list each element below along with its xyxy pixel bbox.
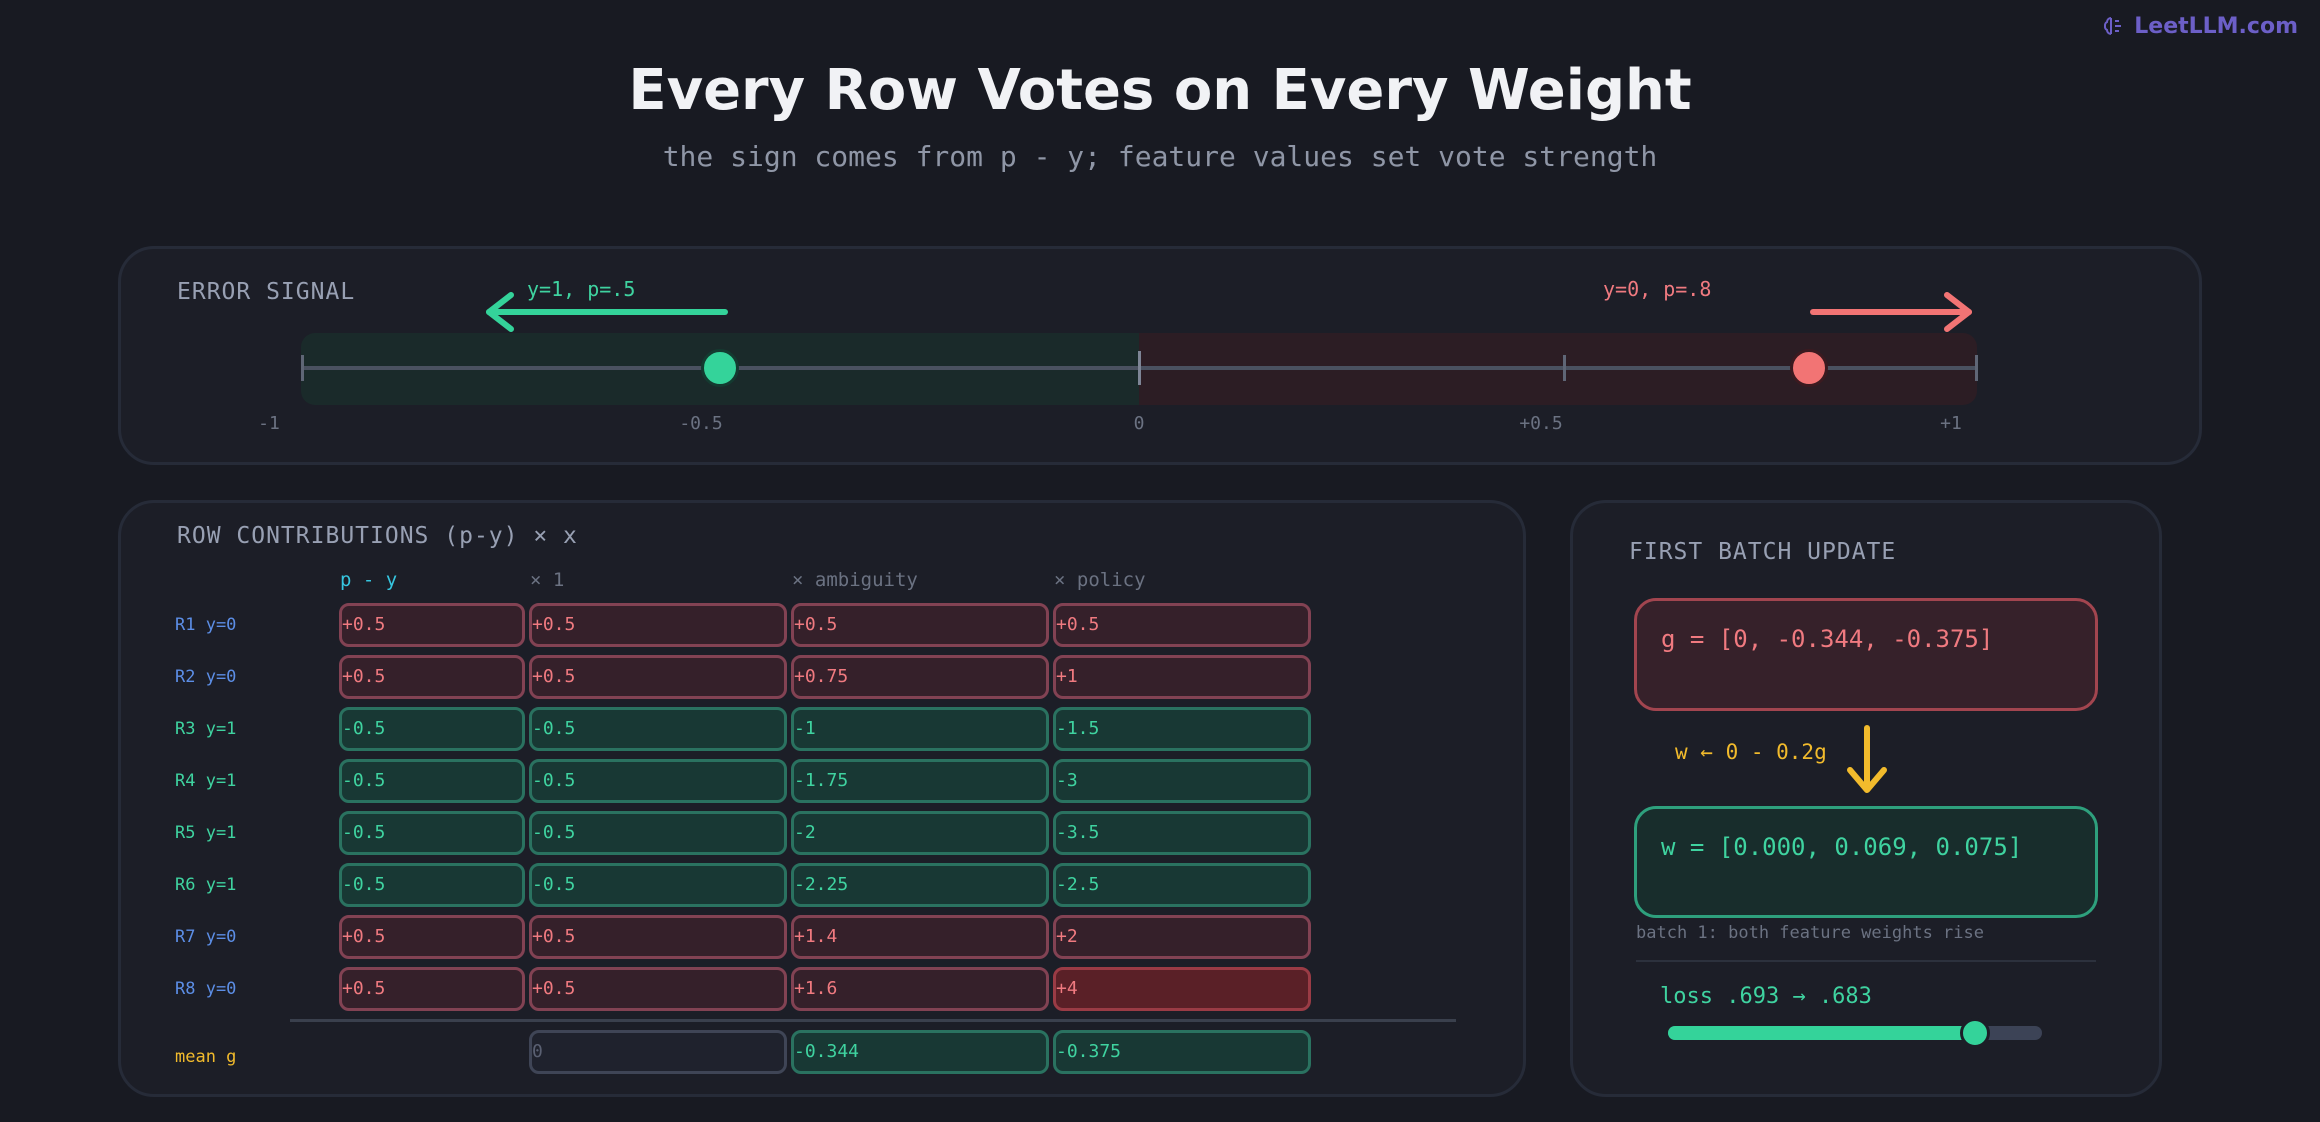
column-header-ambiguity: × ambiguity <box>792 569 918 591</box>
update-separator <box>1636 960 2096 962</box>
mean-cell-bias: 0 <box>529 1030 787 1074</box>
row-label: R4 y=1 <box>175 771 237 791</box>
row-label: R5 y=1 <box>175 823 237 843</box>
contribution-cell: +0.5 <box>339 967 525 1011</box>
contribution-cell: +0.5 <box>529 655 787 699</box>
weights-box: w = [0.000, 0.069, 0.075] <box>1634 806 2098 918</box>
row-label: R6 y=1 <box>175 875 237 895</box>
contribution-cell: -1.75 <box>791 759 1049 803</box>
loss-progress-knob <box>1959 1018 1990 1048</box>
contribution-cell: -0.5 <box>529 759 787 803</box>
contribution-cell: +0.5 <box>339 603 525 647</box>
brand-logo: LeetLLM.com <box>2102 14 2298 39</box>
table-divider <box>290 1019 1456 1022</box>
case-label-negative: y=1, p=.5 <box>527 277 636 301</box>
tick-mark <box>1563 355 1566 381</box>
left-arrow-icon <box>486 292 728 332</box>
contribution-cell: +0.5 <box>1053 603 1311 647</box>
down-arrow-icon <box>1847 725 1887 793</box>
contribution-cell: +4 <box>1053 967 1311 1011</box>
contribution-cell: -2.25 <box>791 863 1049 907</box>
tick-label: 0 <box>1133 413 1145 434</box>
mean-cell-ambiguity: -0.344 <box>791 1030 1049 1074</box>
error-dot-negative <box>701 349 739 387</box>
error-signal-panel: ERROR SIGNAL -1 -0.5 0 +0.5 +1 y=1, p=.5… <box>118 246 2202 465</box>
brain-icon <box>2104 16 2122 35</box>
contribution-cell: -0.5 <box>339 811 525 855</box>
row-label: R2 y=0 <box>175 667 237 687</box>
contribution-cell: -2 <box>791 811 1049 855</box>
contribution-cell: +1.6 <box>791 967 1049 1011</box>
contribution-cell: +0.5 <box>529 603 787 647</box>
contribution-cell: -2.5 <box>1053 863 1311 907</box>
mean-cell-policy: -0.375 <box>1053 1030 1311 1074</box>
contribution-cell: -3 <box>1053 759 1311 803</box>
batch-note: batch 1: both feature weights rise <box>1636 923 1984 943</box>
row-label: R3 y=1 <box>175 719 237 739</box>
contribution-cell: -0.5 <box>339 759 525 803</box>
update-rule: w ← 0 - 0.2g <box>1675 740 1827 764</box>
row-label: R7 y=0 <box>175 927 237 947</box>
tick-label: -1 <box>258 413 280 434</box>
contribution-cell: -1 <box>791 707 1049 751</box>
contribution-cell: +1 <box>1053 655 1311 699</box>
brand-name: LeetLLM.com <box>2134 14 2298 39</box>
contribution-cell: -1.5 <box>1053 707 1311 751</box>
tick-mark <box>1138 351 1141 385</box>
contribution-cell: +0.5 <box>791 603 1049 647</box>
contribution-cell: -0.5 <box>529 863 787 907</box>
column-header-bias: × 1 <box>530 569 565 591</box>
error-signal-label: ERROR SIGNAL <box>177 279 356 305</box>
tick-mark <box>301 355 304 381</box>
tick-mark <box>1975 355 1978 381</box>
contribution-cell: -0.5 <box>529 811 787 855</box>
contribution-cell: +0.5 <box>529 915 787 959</box>
page-title: Every Row Votes on Every Weight <box>628 58 1692 123</box>
contribution-cell: -0.5 <box>529 707 787 751</box>
case-label-positive: y=0, p=.8 <box>1603 277 1712 301</box>
contribution-cell: +0.5 <box>339 915 525 959</box>
gradient-box: g = [0, -0.344, -0.375] <box>1634 598 2098 711</box>
first-batch-update-label: FIRST BATCH UPDATE <box>1629 539 1897 565</box>
column-header-policy: × policy <box>1054 569 1146 591</box>
contribution-cell: -0.5 <box>339 863 525 907</box>
contribution-cell: +0.75 <box>791 655 1049 699</box>
tick-label: +1 <box>1940 413 1962 434</box>
tick-label: -0.5 <box>679 413 723 434</box>
row-contributions-label: ROW CONTRIBUTIONS (p-y) × x <box>177 523 578 549</box>
mean-g-label: mean g <box>175 1047 237 1067</box>
right-arrow-icon <box>1810 292 1972 332</box>
contribution-cell: -0.5 <box>339 707 525 751</box>
loss-progress-fill <box>1668 1026 1975 1040</box>
contribution-cell: -3.5 <box>1053 811 1311 855</box>
tick-label: +0.5 <box>1519 413 1563 434</box>
contribution-cell: +0.5 <box>529 967 787 1011</box>
loss-label: loss .693 → .683 <box>1660 984 1872 1009</box>
contribution-cell: +1.4 <box>791 915 1049 959</box>
contribution-cell: +0.5 <box>339 655 525 699</box>
row-label: R8 y=0 <box>175 979 237 999</box>
column-header-p-y: p - y <box>340 569 398 591</box>
contribution-cell: +2 <box>1053 915 1311 959</box>
page-subtitle: the sign comes from p - y; feature value… <box>662 140 1658 173</box>
row-label: R1 y=0 <box>175 615 237 635</box>
error-dot-positive <box>1790 349 1829 387</box>
